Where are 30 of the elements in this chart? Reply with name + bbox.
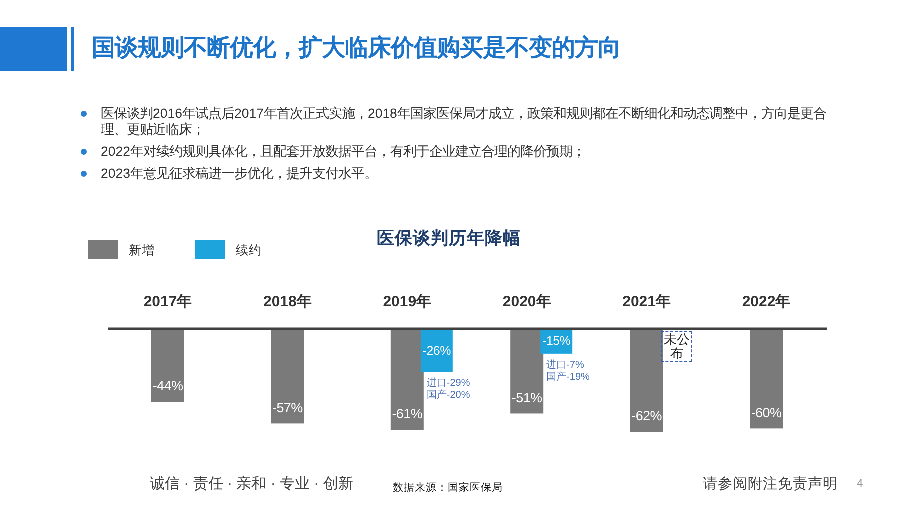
- value-label: -57%: [272, 400, 303, 416]
- note: 进口-29%: [426, 376, 470, 390]
- category-label: 2020年: [502, 292, 552, 312]
- value-label: -15%: [542, 334, 571, 348]
- legend-label: 续约: [236, 242, 262, 260]
- value-label: -60%: [751, 405, 782, 420]
- note: 进口-7%: [546, 358, 584, 372]
- note: 数据来源：国家医保局: [393, 480, 503, 494]
- category-label: 2021年: [622, 292, 671, 312]
- legend-label: 新增: [129, 242, 155, 260]
- title: 国谈规则不断优化，扩大临床价值购买是不变的方向: [92, 34, 621, 62]
- bullet-text: 医保谈判2016年试点后2017年首次正式实施，2018年国家医保局才成立，政策和规则都在不断细化和动态调整中，方向是更合理、更贴近临床；: [101, 106, 828, 138]
- note: 诚信 · 责任 · 亲和 · 专业 · 创新: [150, 474, 354, 494]
- value-label: -26%: [422, 344, 451, 358]
- chart-title: 医保谈判历年降幅: [377, 227, 521, 250]
- bullet-text: 2023年意见征求稿进一步优化，提升支付水平。: [101, 166, 378, 182]
- note: 国产-20%: [426, 388, 470, 402]
- value-label: -51%: [512, 390, 542, 406]
- note: 请参阅附注免责声明: [703, 476, 838, 494]
- note: 国产-19%: [546, 370, 590, 384]
- bullet-text: 2022年对续约规则具体化，且配套开放数据平台，有利于企业建立合理的降价预期；: [101, 144, 586, 160]
- category-label: 2018年: [264, 292, 312, 312]
- value-label: -44%: [152, 378, 184, 394]
- value-label: -61%: [392, 406, 423, 422]
- note: 4: [857, 478, 864, 490]
- category-label: 2019年: [383, 292, 432, 312]
- value-label: -62%: [632, 408, 662, 424]
- category-label: 2017年: [144, 292, 192, 312]
- note-box: 未公布: [661, 331, 692, 362]
- category-label: 2022年: [742, 292, 791, 312]
